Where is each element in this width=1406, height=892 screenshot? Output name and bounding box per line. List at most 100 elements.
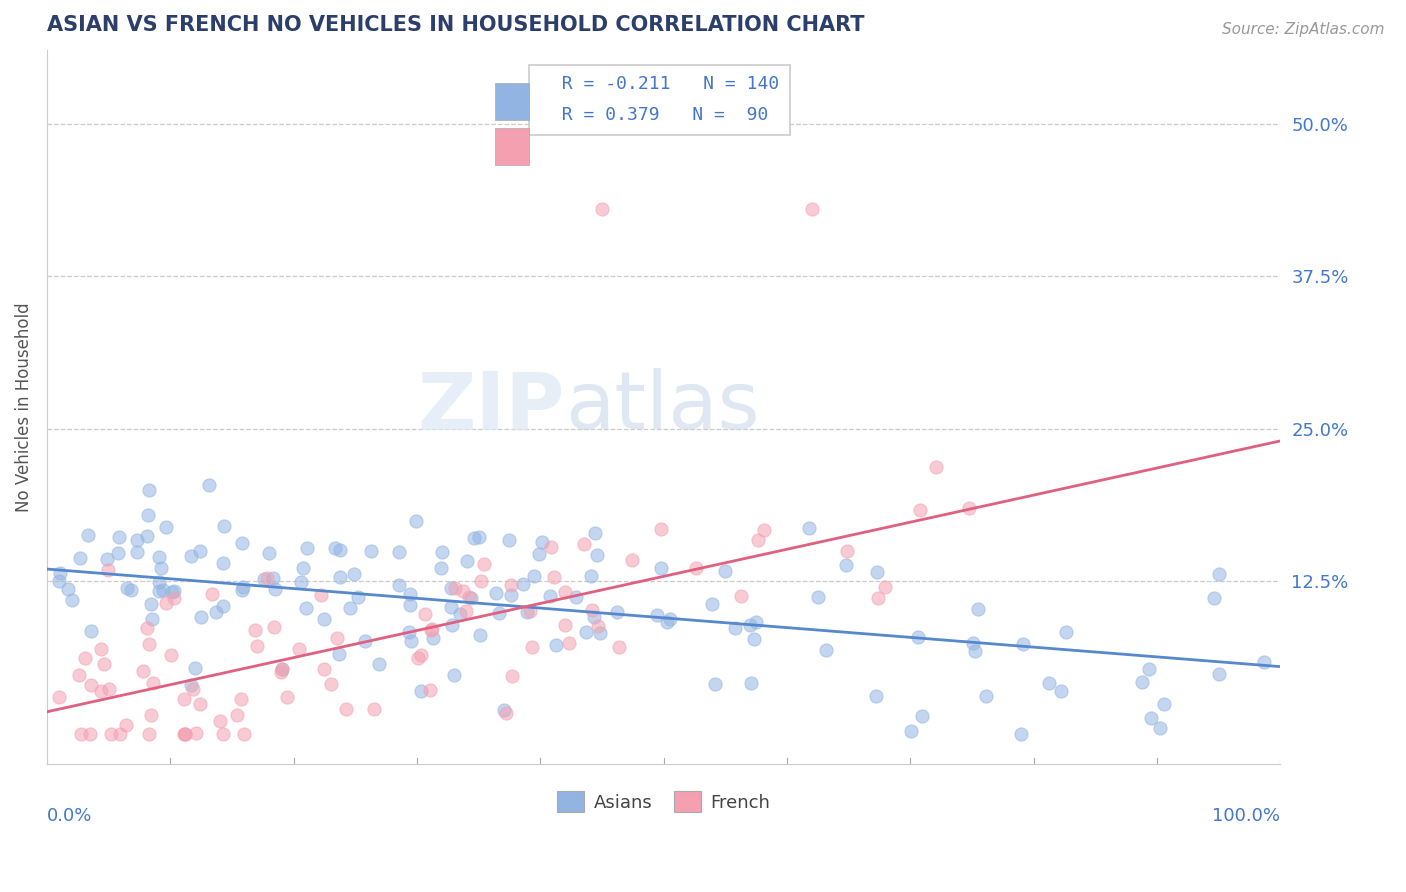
Point [815, 642, 838, 657]
Point [463, 531, 485, 545]
Point [231, 535, 253, 549]
Point [139, 597, 162, 611]
Point [173, 692, 195, 706]
Point [963, 643, 986, 657]
Point [835, 544, 858, 558]
Point [174, 727, 197, 741]
Point [263, 620, 285, 634]
Point [458, 591, 481, 605]
Point [107, 530, 129, 544]
Point [866, 591, 889, 605]
Point [565, 590, 588, 604]
Point [807, 590, 830, 604]
Point [163, 584, 186, 599]
Point [501, 668, 523, 682]
Point [125, 533, 148, 547]
Point [276, 690, 298, 704]
Point [589, 626, 612, 640]
Point [974, 689, 997, 703]
Point [259, 546, 281, 560]
Point [212, 599, 235, 614]
Point [97, 681, 120, 696]
Point [96, 552, 118, 566]
Point [800, 202, 823, 216]
Point [49, 566, 72, 581]
Point [399, 634, 422, 648]
Point [1153, 698, 1175, 712]
Point [291, 561, 314, 575]
Point [581, 603, 603, 617]
Point [48, 574, 70, 589]
Point [1253, 655, 1275, 669]
Legend: Asians, French: Asians, French [550, 784, 778, 820]
Point [256, 571, 278, 585]
Point [155, 596, 177, 610]
Text: 0.0%: 0.0% [46, 807, 93, 825]
Point [865, 689, 887, 703]
Point [443, 581, 465, 595]
Point [519, 603, 541, 617]
Point [90, 641, 112, 656]
Point [323, 541, 346, 555]
Point [388, 544, 411, 558]
Point [271, 662, 294, 676]
Point [127, 545, 149, 559]
Point [243, 623, 266, 637]
Point [135, 621, 157, 635]
Point [209, 714, 232, 729]
Point [799, 521, 821, 535]
Point [1208, 667, 1230, 681]
Point [409, 684, 432, 698]
Point [204, 605, 226, 619]
Point [650, 561, 672, 575]
Point [543, 569, 565, 583]
Point [290, 574, 312, 589]
Text: atlas: atlas [565, 368, 759, 446]
Point [538, 589, 561, 603]
Y-axis label: No Vehicles in Household: No Vehicles in Household [15, 302, 32, 512]
Point [702, 598, 724, 612]
Point [530, 535, 553, 549]
Point [470, 574, 492, 589]
Point [554, 617, 576, 632]
Point [294, 601, 316, 615]
Point [69, 727, 91, 741]
Point [501, 577, 523, 591]
Point [747, 533, 769, 547]
Point [740, 618, 762, 632]
Point [115, 718, 138, 732]
Point [516, 605, 538, 619]
Point [415, 607, 437, 621]
Point [1140, 711, 1163, 725]
Point [440, 599, 463, 614]
Point [586, 548, 609, 562]
Point [742, 632, 765, 646]
Point [197, 477, 219, 491]
Point [498, 533, 520, 548]
Point [456, 604, 478, 618]
Bar [495, 128, 529, 165]
Point [262, 571, 284, 585]
Point [488, 607, 510, 621]
Point [343, 566, 366, 581]
Text: Source: ZipAtlas.com: Source: ZipAtlas.com [1222, 22, 1385, 37]
Point [120, 583, 142, 598]
Point [56, 582, 79, 597]
Point [456, 554, 478, 568]
Point [586, 619, 609, 633]
Point [620, 553, 643, 567]
Point [186, 726, 208, 740]
Point [297, 541, 319, 555]
Point [399, 587, 422, 601]
Point [325, 631, 347, 645]
Point [730, 590, 752, 604]
Point [468, 628, 491, 642]
Point [335, 701, 357, 715]
Point [1012, 637, 1035, 651]
Point [962, 636, 984, 650]
Point [554, 585, 576, 599]
Point [138, 508, 160, 523]
Point [138, 483, 160, 497]
Point [174, 727, 197, 741]
Point [155, 520, 177, 534]
